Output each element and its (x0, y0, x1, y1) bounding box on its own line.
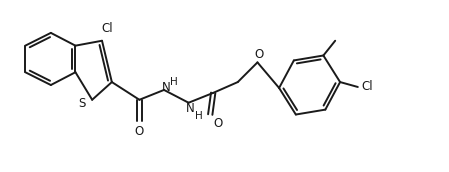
Text: O: O (135, 125, 144, 138)
Text: H: H (194, 111, 202, 121)
Text: O: O (213, 117, 223, 130)
Text: H: H (170, 77, 178, 87)
Text: N: N (162, 82, 170, 94)
Text: N: N (186, 102, 195, 115)
Text: Cl: Cl (362, 80, 374, 94)
Text: Cl: Cl (101, 22, 113, 35)
Text: S: S (79, 97, 86, 110)
Text: O: O (255, 48, 264, 61)
